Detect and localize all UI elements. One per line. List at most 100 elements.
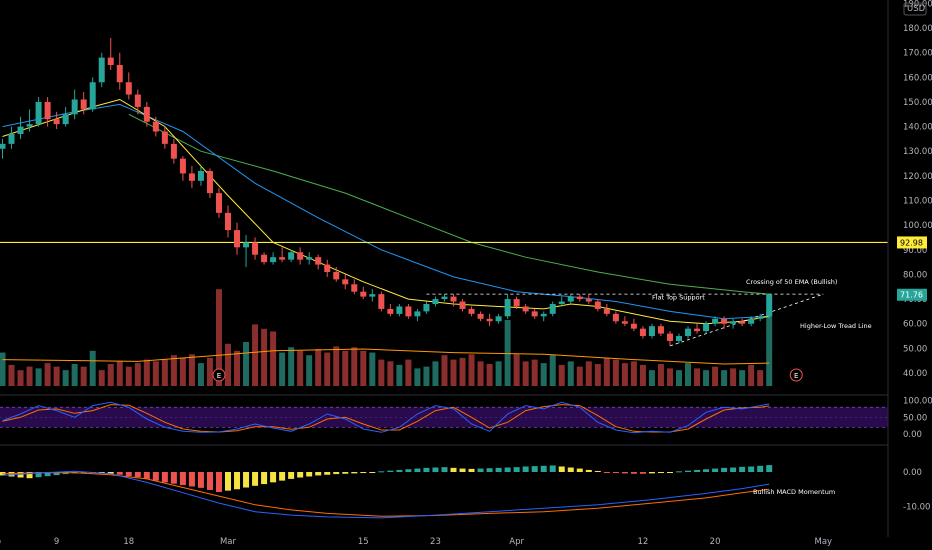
volume-bar [188,354,195,386]
candle-body [44,101,51,120]
price-axis-tick: 160.00 [903,73,932,83]
volume-bar [107,364,114,386]
macd-histogram-bar [639,472,646,474]
macd-histogram-bar [206,472,213,490]
candle-body [703,323,710,332]
macd-histogram-bar [621,472,628,474]
candle-body [98,57,105,83]
candle-body [297,252,304,260]
volume-bar [396,364,403,386]
volume-bar [766,311,773,386]
candle-body [495,316,502,322]
volume-bar [757,370,764,386]
candle-body [35,101,42,125]
volume-bar [98,370,105,386]
macd-histogram-bar [197,472,204,488]
macd-histogram-bar [712,468,719,472]
ema-slow-line [128,113,770,295]
volume-bar [405,359,412,386]
candle-body [170,143,177,159]
candle-body [721,318,728,324]
candle-body [748,318,755,324]
volume-bar [369,352,376,386]
volume-bar [459,357,466,386]
volume-bar [333,346,340,386]
macd-histogram-bar [666,472,673,473]
x-axis-tick: 12 [638,537,649,547]
candle-body [766,294,773,317]
macd-axis-tick: 0.00 [903,468,922,478]
volume-bar [414,368,421,386]
volume-bar [694,368,701,386]
macd-histogram-bar [513,467,520,472]
macd-histogram-bar [225,472,231,491]
price-axis-tick: 90.00 [903,246,927,256]
higher-low-trendline [669,293,824,347]
volume-bar [234,350,241,386]
currency-box [903,2,927,16]
stochastic-k-line [2,401,770,434]
volume-bar [594,364,601,386]
candle-body [666,333,673,341]
candle-body [324,264,331,272]
macd-histogram-bar [387,470,394,472]
x-axis-tick: 9 [54,537,59,547]
macd-histogram-bar [486,468,493,472]
volume-bar [179,357,186,386]
candle-body [53,119,60,125]
volume-bar [441,355,448,386]
volume-bar [62,370,69,386]
candle-body [694,328,701,332]
stochastic-axis-tick: 100.00 [903,397,932,407]
volume-bar [225,343,231,386]
macd-histogram-bar [739,466,746,472]
x-axis-tick: Mar [220,537,237,547]
volume-bar [513,354,520,386]
macd-histogram-bar [721,467,728,472]
volume-bar [504,320,511,386]
macd-line [2,470,770,519]
candle-body [468,308,475,314]
macd-histogram-bar [612,472,619,474]
volume-bar [0,352,6,386]
volume-bar [26,366,33,386]
macd-histogram-bar [35,472,42,478]
macd-histogram-bar [261,472,268,485]
macd-histogram-bar [26,472,33,479]
volume-bar [495,361,502,386]
price-axis-tick: 110.00 [903,197,932,207]
macd-histogram-bar [748,466,755,472]
macd-histogram-bar [215,472,222,493]
candle-body [89,82,96,110]
volume-bar [576,366,583,386]
candle-body [333,271,340,280]
macd-histogram-bar [351,472,358,474]
macd-histogram-bar [694,469,701,472]
macd-histogram-bar [594,470,601,472]
volume-bar [603,357,610,386]
x-axis-tick: Feb [0,537,1,547]
volume-bar [558,364,565,386]
volume-bar [243,342,250,386]
higher-low-trendline-annotation: Higher-Low Tread Line [800,322,872,330]
macd-histogram-bar [306,472,313,477]
currency-label[interactable]: USD [907,4,926,14]
macd-histogram-bar [450,467,457,472]
candle-body [576,296,583,300]
volume-bar [170,355,177,386]
candle-body [396,306,403,314]
candle-body [387,308,394,314]
horizontal-line-price-label: 92.98 [900,238,923,247]
stochastic-axis-tick: 0.00 [903,430,922,440]
earnings-marker-icon [789,368,803,382]
price-axis-tick: 100.00 [903,221,932,231]
macd-histogram-bar [468,468,475,472]
candle-body [215,193,222,213]
macd-histogram-bar [405,469,412,472]
x-axis-tick: Apr [509,537,524,547]
volume-bar [116,361,123,386]
volume-bar [639,364,646,386]
macd-histogram-bar [315,472,322,476]
earnings-marker-label: E [217,372,221,380]
